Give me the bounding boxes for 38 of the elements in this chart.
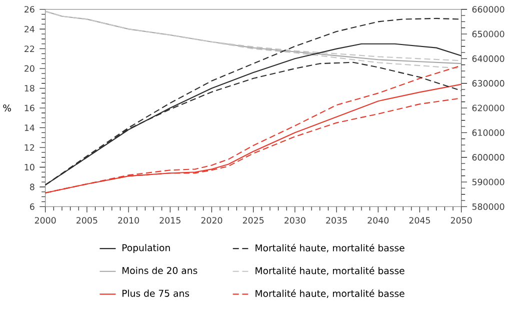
y2-tick-label: 580000 [472, 203, 504, 210]
legend-label: Plus de 75 ans [122, 290, 190, 297]
y-tick-label: 8 [30, 184, 34, 190]
legend-label: Moins de 20 ans [122, 266, 198, 274]
y-tick-label: 20 [24, 65, 34, 72]
y2-tick-label: 660000 [472, 6, 504, 13]
y2-tick-label: 640000 [472, 55, 504, 62]
y-tick-label: 18 [24, 84, 34, 92]
y2-tick-label: 610000 [472, 129, 504, 136]
legend-label: Mortalité haute, mortalité basse [256, 266, 404, 276]
x-tick-label: 2025 [242, 217, 264, 224]
x-tick-label: 2050 [450, 217, 472, 224]
legend-label: Mortalité haute, mortalité basse [256, 244, 404, 252]
y2-tick-label: 650000 [472, 30, 504, 38]
x-tick-label: 2040 [368, 217, 389, 224]
legend-label: Population [122, 244, 170, 254]
y2-tick-label: 620000 [472, 104, 504, 112]
y-tick-label: 12 [24, 144, 34, 151]
y-tick-label: 22 [24, 46, 34, 52]
x-tick-label: 2005 [76, 217, 98, 224]
y-tick-label: 16 [24, 104, 34, 112]
y-tick-label: 24 [24, 26, 34, 32]
y2-tick-label: 630000 [472, 80, 504, 87]
y-tick-label: 26 [24, 6, 34, 13]
y2-tick-label: 590000 [472, 178, 504, 186]
y2-tick-label: 600000 [472, 154, 504, 161]
x-tick-label: 2010 [118, 217, 139, 224]
x-tick-label: 2045 [409, 217, 430, 224]
x-tick-label: 2000 [34, 217, 56, 224]
y-tick-label: 6 [30, 203, 34, 210]
legend-label: Mortalité haute, mortalité basse [256, 289, 404, 298]
x-tick-label: 2020 [201, 217, 222, 224]
x-tick-label: 2030 [284, 217, 306, 224]
x-tick-label: 2015 [160, 217, 180, 224]
x-tick-label: 2035 [326, 217, 347, 224]
y-axis-title: % [3, 104, 11, 112]
y-tick-label: 10 [24, 164, 34, 170]
y-tick-label: 14 [24, 124, 34, 131]
